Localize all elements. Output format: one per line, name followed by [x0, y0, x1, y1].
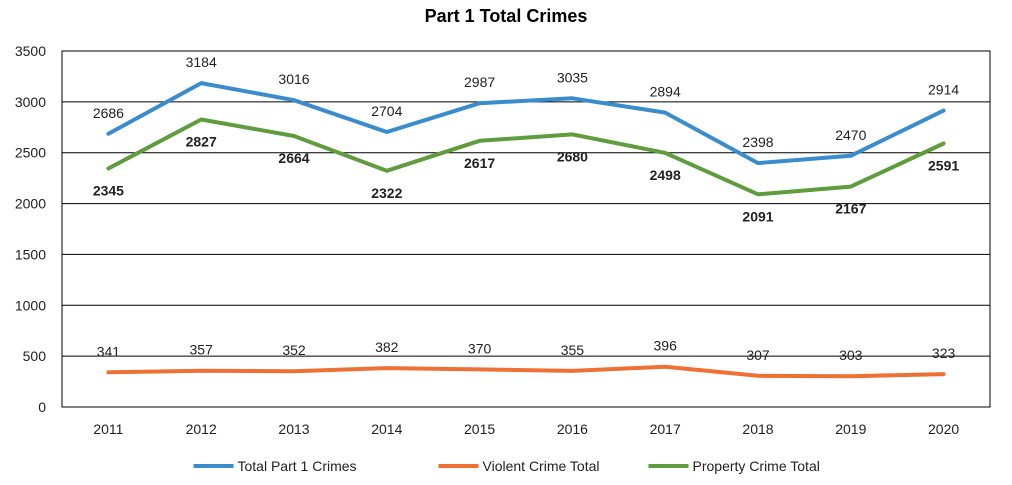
data-label: 2987 — [464, 74, 495, 90]
data-point — [385, 169, 389, 173]
series-line-1 — [106, 364, 946, 379]
y-tick-label: 2500 — [15, 145, 46, 161]
y-tick-label: 500 — [23, 348, 47, 364]
legend-label: Total Part 1 Crimes — [238, 458, 357, 474]
data-point — [849, 374, 853, 378]
data-label: 2914 — [928, 82, 959, 98]
x-tick-label: 2015 — [464, 421, 495, 437]
data-point — [570, 132, 574, 136]
data-point — [756, 192, 760, 196]
data-point — [849, 185, 853, 189]
y-tick-label: 3500 — [15, 43, 46, 59]
data-label: 2591 — [928, 157, 959, 173]
data-label: 352 — [282, 342, 306, 358]
data-label: 370 — [468, 340, 492, 356]
data-point — [942, 372, 946, 376]
y-tick-label: 0 — [38, 399, 46, 415]
data-label: 382 — [375, 339, 399, 355]
data-point — [199, 81, 203, 85]
data-point — [663, 365, 667, 369]
data-label: 2091 — [742, 208, 773, 224]
x-tick-label: 2013 — [278, 421, 309, 437]
x-tick-label: 2011 — [93, 421, 123, 437]
y-tick-label: 2000 — [15, 196, 46, 212]
data-point — [570, 369, 574, 373]
y-axis: 0 500 1000 1500 2000 2500 3000 3500 — [15, 43, 46, 415]
data-point — [849, 154, 853, 158]
data-label: 2664 — [278, 150, 309, 166]
data-label: 2470 — [835, 127, 866, 143]
y-tick-label: 3000 — [15, 94, 46, 110]
data-label: 3184 — [186, 54, 217, 70]
x-tick-label: 2020 — [928, 421, 959, 437]
data-label: 396 — [654, 338, 678, 354]
data-point — [106, 370, 110, 374]
data-point — [942, 109, 946, 113]
data-label: 2345 — [93, 182, 124, 198]
y-tick-label: 1500 — [15, 246, 46, 262]
data-point — [478, 101, 482, 105]
data-label: 3016 — [278, 71, 309, 87]
data-label: 355 — [561, 342, 585, 358]
data-label: 341 — [97, 343, 121, 359]
data-label: 2167 — [835, 201, 866, 217]
legend-label: Violent Crime Total — [483, 458, 600, 474]
data-label: 2617 — [464, 155, 495, 171]
data-point — [478, 367, 482, 371]
data-point — [663, 111, 667, 115]
data-label: 2704 — [371, 103, 402, 119]
data-point — [942, 141, 946, 145]
chart-grid — [61, 50, 991, 408]
data-point — [292, 369, 296, 373]
data-labels: 2686 3184 3016 2704 2987 3035 2894 2398 2470 2914… — [93, 54, 960, 363]
data-label: 2686 — [93, 105, 124, 121]
plot-area-border — [61, 50, 991, 408]
data-point — [292, 98, 296, 102]
series-line-0 — [106, 81, 946, 166]
x-tick-label: 2012 — [186, 421, 217, 437]
data-point — [663, 151, 667, 155]
legend-label: Property Crime Total — [693, 458, 820, 474]
series-lines — [106, 81, 946, 379]
data-label: 307 — [746, 347, 770, 363]
x-tick-label: 2014 — [371, 421, 402, 437]
data-label: 2827 — [186, 133, 217, 149]
data-label: 303 — [839, 347, 863, 363]
data-point — [199, 117, 203, 121]
data-label: 2498 — [650, 167, 681, 183]
x-tick-label: 2018 — [742, 421, 773, 437]
data-point — [106, 132, 110, 136]
data-point — [385, 366, 389, 370]
data-label: 3035 — [557, 69, 588, 85]
x-tick-label: 2016 — [557, 421, 588, 437]
data-point — [478, 139, 482, 143]
y-tick-label: 1000 — [15, 297, 46, 313]
data-label: 2322 — [371, 185, 402, 201]
x-tick-label: 2017 — [650, 421, 681, 437]
data-label: 2680 — [557, 148, 588, 164]
data-label: 323 — [932, 345, 956, 361]
data-label: 2894 — [650, 84, 681, 100]
data-label: 2398 — [742, 134, 773, 150]
chart-title: Part 1 Total Crimes — [425, 6, 588, 26]
data-point — [199, 369, 203, 373]
data-point — [292, 134, 296, 138]
data-point — [106, 166, 110, 170]
data-label: 357 — [190, 342, 214, 358]
x-axis: 2011 2012 2013 2014 2015 2016 2017 2018 2019 2020 — [93, 421, 959, 437]
x-tick-label: 2019 — [835, 421, 866, 437]
data-point — [756, 374, 760, 378]
data-point — [570, 96, 574, 100]
data-point — [756, 161, 760, 165]
legend: Total Part 1 Crimes Violent Crime Total Pr… — [193, 458, 820, 474]
data-point — [385, 130, 389, 134]
series-line-2 — [106, 117, 946, 197]
